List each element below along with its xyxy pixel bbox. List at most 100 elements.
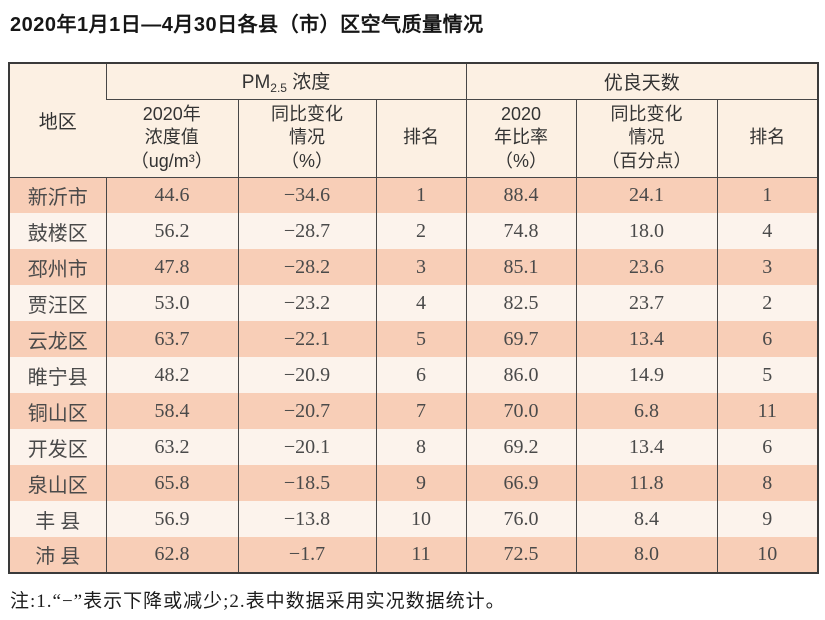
table-row: 睢宁县 48.2 −20.9 6 86.0 14.9 5 xyxy=(9,357,819,393)
cell-pm-value: 47.8 xyxy=(105,249,238,285)
cell-region: 新沂市 xyxy=(9,177,106,213)
cell-region: 沛 县 xyxy=(9,537,106,573)
header-good-ratio: 2020 年比率 （%） xyxy=(465,99,577,178)
table-row: 新沂市 44.6 −34.6 1 88.4 24.1 1 xyxy=(9,177,819,213)
cell-pm-rank: 7 xyxy=(375,393,467,429)
cell-pm-value: 65.8 xyxy=(105,465,238,501)
cell-good-ratio: 69.2 xyxy=(465,429,577,465)
cell-pm-value: 44.6 xyxy=(105,177,238,213)
cell-region: 开发区 xyxy=(9,429,106,465)
cell-pm-rank: 4 xyxy=(375,285,467,321)
cell-good-ratio: 85.1 xyxy=(465,249,577,285)
cell-good-change: 18.0 xyxy=(575,213,718,249)
cell-pm-change: −20.7 xyxy=(237,393,376,429)
cell-pm-change: −28.2 xyxy=(237,249,376,285)
pm-label-suffix: 浓度 xyxy=(286,72,331,94)
table-row: 泉山区 65.8 −18.5 9 66.9 11.8 8 xyxy=(9,465,819,501)
cell-region: 睢宁县 xyxy=(9,357,106,393)
cell-good-rank: 3 xyxy=(716,249,819,285)
cell-pm-change: −13.8 xyxy=(237,501,376,537)
cell-good-ratio: 76.0 xyxy=(465,501,577,537)
header-sub-row: 2020年 浓度值 （ug/m³） 同比变化 情况 （%） 排名 2020 年比… xyxy=(9,99,819,178)
cell-good-rank: 5 xyxy=(716,357,819,393)
cell-region: 铜山区 xyxy=(9,393,106,429)
cell-pm-rank: 11 xyxy=(375,537,467,573)
cell-good-rank: 6 xyxy=(716,321,819,357)
cell-pm-rank: 3 xyxy=(375,249,467,285)
cell-good-ratio: 72.5 xyxy=(465,537,577,573)
pm-label-prefix: PM xyxy=(241,72,271,94)
header-group-row: 地区 PM2.5 浓度 优良天数 xyxy=(9,63,819,178)
cell-good-ratio: 70.0 xyxy=(465,393,577,429)
header-pm-change: 同比变化 情况 （%） xyxy=(237,99,376,178)
cell-good-change: 13.4 xyxy=(575,429,718,465)
header-good-rank: 排名 xyxy=(716,99,819,178)
cell-pm-rank: 10 xyxy=(375,501,467,537)
cell-good-rank: 4 xyxy=(716,213,819,249)
table-row: 云龙区 63.7 −22.1 5 69.7 13.4 6 xyxy=(9,321,819,357)
cell-pm-change: −18.5 xyxy=(237,465,376,501)
table-row: 沛 县 62.8 −1.7 11 72.5 8.0 10 xyxy=(9,537,819,573)
cell-region: 邳州市 xyxy=(9,249,106,285)
cell-region: 鼓楼区 xyxy=(9,213,106,249)
cell-pm-value: 63.2 xyxy=(105,429,238,465)
cell-pm-value: 63.7 xyxy=(105,321,238,357)
cell-good-change: 23.7 xyxy=(575,285,718,321)
cell-region: 泉山区 xyxy=(9,465,106,501)
table-row: 铜山区 58.4 −20.7 7 70.0 6.8 11 xyxy=(9,393,819,429)
air-quality-table: 地区 PM2.5 浓度 优良天数 2020年 浓度值 （ug/m³） 同比变化 … xyxy=(8,62,820,574)
header-good-days-group: 优良天数 xyxy=(465,63,819,100)
cell-region: 云龙区 xyxy=(9,321,106,357)
cell-pm-value: 48.2 xyxy=(105,357,238,393)
cell-region: 贾汪区 xyxy=(9,285,106,321)
page-title: 2020年1月1日—4月30日各县（市）区空气质量情况 xyxy=(10,14,484,36)
cell-good-rank: 2 xyxy=(716,285,819,321)
header-pm-group: PM2.5 浓度 xyxy=(105,63,467,100)
table-row: 开发区 63.2 −20.1 8 69.2 13.4 6 xyxy=(9,429,819,465)
cell-good-change: 23.6 xyxy=(575,249,718,285)
cell-pm-rank: 6 xyxy=(375,357,467,393)
table-row: 丰 县 56.9 −13.8 10 76.0 8.4 9 xyxy=(9,501,819,537)
cell-good-change: 14.9 xyxy=(575,357,718,393)
cell-pm-rank: 8 xyxy=(375,429,467,465)
cell-good-ratio: 82.5 xyxy=(465,285,577,321)
cell-good-rank: 6 xyxy=(716,429,819,465)
cell-good-change: 11.8 xyxy=(575,465,718,501)
cell-pm-change: −28.7 xyxy=(237,213,376,249)
cell-pm-change: −20.9 xyxy=(237,357,376,393)
cell-pm-value: 53.0 xyxy=(105,285,238,321)
cell-pm-change: −34.6 xyxy=(237,177,376,213)
cell-pm-rank: 9 xyxy=(375,465,467,501)
header-region: 地区 xyxy=(9,63,106,178)
cell-good-change: 24.1 xyxy=(575,177,718,213)
cell-good-change: 8.0 xyxy=(575,537,718,573)
cell-good-change: 6.8 xyxy=(575,393,718,429)
cell-pm-rank: 1 xyxy=(375,177,467,213)
header-pm-rank: 排名 xyxy=(375,99,467,178)
cell-good-rank: 9 xyxy=(716,501,819,537)
cell-pm-rank: 2 xyxy=(375,213,467,249)
cell-good-rank: 10 xyxy=(716,537,819,573)
table-row: 鼓楼区 56.2 −28.7 2 74.8 18.0 4 xyxy=(9,213,819,249)
cell-good-ratio: 86.0 xyxy=(465,357,577,393)
cell-pm-rank: 5 xyxy=(375,321,467,357)
cell-good-change: 8.4 xyxy=(575,501,718,537)
cell-pm-value: 56.9 xyxy=(105,501,238,537)
table-row: 邳州市 47.8 −28.2 3 85.1 23.6 3 xyxy=(9,249,819,285)
header-pm-value: 2020年 浓度值 （ug/m³） xyxy=(106,99,238,178)
cell-pm-change: −23.2 xyxy=(237,285,376,321)
cell-good-ratio: 69.7 xyxy=(465,321,577,357)
cell-pm-value: 62.8 xyxy=(105,537,238,573)
table-row: 贾汪区 53.0 −23.2 4 82.5 23.7 2 xyxy=(9,285,819,321)
cell-pm-change: −1.7 xyxy=(237,537,376,573)
cell-good-rank: 11 xyxy=(716,393,819,429)
cell-pm-change: −20.1 xyxy=(237,429,376,465)
cell-good-ratio: 66.9 xyxy=(465,465,577,501)
cell-pm-change: −22.1 xyxy=(237,321,376,357)
cell-pm-value: 56.2 xyxy=(105,213,238,249)
pm-label-subscript: 2.5 xyxy=(270,81,287,96)
cell-good-rank: 1 xyxy=(716,177,819,213)
cell-pm-value: 58.4 xyxy=(105,393,238,429)
table-body: 新沂市 44.6 −34.6 1 88.4 24.1 1 鼓楼区 56.2 −28.7 2 74.8 1… xyxy=(9,177,819,573)
